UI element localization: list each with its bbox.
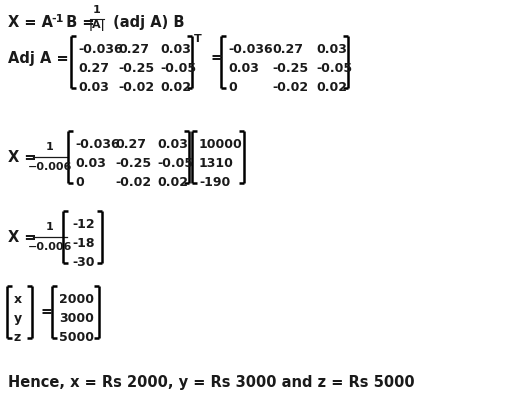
Text: -0.036: -0.036 [228, 43, 272, 56]
Text: 0: 0 [228, 81, 237, 94]
Text: -0.02: -0.02 [118, 81, 154, 94]
Text: -30: -30 [72, 256, 94, 269]
Text: 10000: 10000 [199, 138, 243, 151]
Text: -18: -18 [72, 237, 94, 250]
Text: 0.02: 0.02 [160, 81, 191, 94]
Text: 0.03: 0.03 [316, 43, 347, 56]
Text: -0.05: -0.05 [157, 157, 193, 170]
Text: X =: X = [8, 230, 36, 244]
Text: −0.006: −0.006 [28, 242, 72, 252]
Text: 1: 1 [46, 142, 54, 152]
Text: 0.02: 0.02 [316, 81, 347, 94]
Text: −0.006: −0.006 [28, 162, 72, 172]
Text: 0.03: 0.03 [157, 138, 188, 151]
Text: 1: 1 [93, 5, 101, 15]
Text: 0.03: 0.03 [75, 157, 106, 170]
Text: -0.02: -0.02 [272, 81, 308, 94]
Text: 0.03: 0.03 [160, 43, 191, 56]
Text: 1310: 1310 [199, 157, 234, 170]
Text: 0.03: 0.03 [78, 81, 109, 94]
Text: (adj A) B: (adj A) B [108, 15, 184, 30]
Text: B =: B = [61, 15, 94, 30]
Text: -0.036: -0.036 [75, 138, 120, 151]
Text: =: = [210, 50, 222, 66]
Text: Adj A =: Adj A = [8, 50, 69, 66]
Text: 1: 1 [46, 222, 54, 232]
Text: -0.25: -0.25 [272, 62, 308, 75]
Text: 0: 0 [75, 176, 84, 189]
Text: 0.02: 0.02 [157, 176, 188, 189]
Text: 3000: 3000 [59, 312, 94, 325]
Text: 0.27: 0.27 [118, 43, 149, 56]
Text: 0.27: 0.27 [272, 43, 303, 56]
Text: x: x [14, 293, 22, 306]
Text: 0.27: 0.27 [78, 62, 109, 75]
Text: Hence, x = Rs 2000, y = Rs 3000 and z = Rs 5000: Hence, x = Rs 2000, y = Rs 3000 and z = … [8, 375, 415, 390]
Text: z: z [14, 331, 21, 344]
Text: -0.05: -0.05 [160, 62, 196, 75]
Text: 2000: 2000 [59, 293, 94, 306]
Text: -0.02: -0.02 [115, 176, 151, 189]
Text: |A|: |A| [89, 20, 105, 31]
Text: 0.03: 0.03 [228, 62, 259, 75]
Text: 0.27: 0.27 [115, 138, 146, 151]
Text: -0.25: -0.25 [118, 62, 154, 75]
Text: 5000: 5000 [59, 331, 94, 344]
Text: X = A: X = A [8, 15, 53, 30]
Text: y: y [14, 312, 22, 325]
Text: T: T [194, 34, 202, 44]
Text: -190: -190 [199, 176, 230, 189]
Text: X =: X = [8, 149, 36, 165]
Text: -1: -1 [51, 14, 64, 24]
Text: -0.036: -0.036 [78, 43, 122, 56]
Text: -0.25: -0.25 [115, 157, 151, 170]
Text: -12: -12 [72, 218, 95, 231]
Text: =: = [40, 305, 52, 320]
Text: -0.05: -0.05 [316, 62, 352, 75]
